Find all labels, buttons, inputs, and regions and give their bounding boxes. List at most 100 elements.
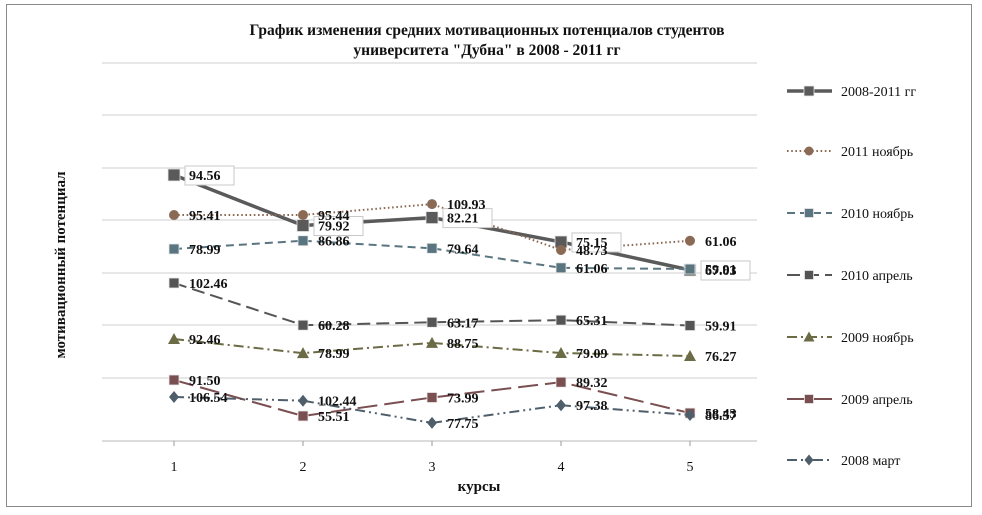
data-label: 78.99: [189, 243, 221, 258]
data-label-box: [184, 165, 235, 186]
data-point: [684, 263, 696, 275]
data-point: [298, 209, 308, 220]
data-label: 106.54: [189, 391, 228, 406]
data-label: 48.73: [576, 244, 608, 259]
legend-label: 2008-2011 гг: [841, 85, 916, 100]
series-1: [167, 168, 697, 277]
x-axis-title: курсы: [458, 479, 501, 495]
data-label: 78.99: [318, 347, 350, 362]
data-point: [804, 146, 814, 156]
series-line: [173, 396, 691, 424]
legend-label: 2011 ноябрь: [841, 145, 913, 160]
data-point: [555, 376, 567, 388]
legend-item: 2009 ноябрь: [787, 331, 914, 346]
legend-item: 2010 апрель: [787, 269, 913, 284]
data-point: [168, 333, 180, 344]
data-point: [168, 277, 180, 289]
series-layer: [167, 168, 697, 429]
x-tick-labels: 1 2 3 4 5: [171, 441, 694, 475]
data-label-box: [313, 216, 364, 237]
data-point: [298, 394, 308, 407]
data-label: 76.27: [705, 350, 737, 365]
data-point: [168, 374, 180, 386]
legend-item: 2009 апрель: [787, 393, 913, 408]
data-point: [804, 454, 814, 466]
data-label: 102.46: [189, 277, 228, 292]
data-point: [297, 410, 309, 422]
data-label: 89.32: [576, 376, 608, 391]
data-label-box: [442, 208, 493, 229]
data-point: [427, 416, 437, 429]
data-point: [426, 392, 438, 403]
data-label: 82.21: [447, 212, 479, 227]
data-label: 67.03: [705, 264, 737, 279]
x-tick-label: 2: [300, 460, 307, 475]
data-label: 91.50: [189, 374, 221, 389]
data-label-box: [571, 232, 622, 253]
chart-title-line-1: График изменения средних мотивационных п…: [249, 22, 724, 39]
legend-label: 2010 апрель: [841, 269, 913, 284]
data-label: 63.17: [447, 316, 479, 331]
data-point: [804, 208, 814, 218]
chart-title-line-2: университета "Дубна" в 2008 - 2011 гг: [353, 42, 620, 59]
data-point: [427, 199, 437, 210]
data-label: 61.06: [705, 235, 737, 250]
legend-label: 2009 апрель: [841, 393, 913, 408]
data-label: 65.31: [576, 314, 608, 329]
data-label: 97.38: [576, 399, 608, 414]
data-label: 95.44: [318, 209, 350, 224]
series-5: [168, 333, 696, 361]
data-point: [426, 242, 438, 254]
series-2: [169, 199, 695, 256]
data-label: 92.46: [189, 333, 221, 348]
series-6: [168, 374, 696, 422]
data-point: [685, 408, 695, 421]
x-tick-label: 3: [429, 460, 436, 475]
data-point: [804, 394, 814, 404]
data-label: 55.51: [318, 410, 350, 425]
chart-frame: График изменения средних мотивационных п…: [6, 4, 972, 507]
legend-label: 2008 март: [841, 454, 900, 469]
series-7: [169, 391, 695, 429]
chart: График изменения средних мотивационных п…: [53, 22, 916, 495]
legend-label: 2009 ноябрь: [841, 331, 914, 346]
data-label: 95.41: [189, 209, 221, 224]
series-line: [173, 338, 691, 357]
legend-item: 2011 ноябрь: [787, 145, 913, 160]
data-label: 79.92: [318, 220, 350, 235]
legend: 2008-2011 гг 2011 ноябрь 2010 ноябрь 2010 а…: [787, 85, 916, 469]
data-point: [167, 168, 181, 182]
legend-item: 2010 ноябрь: [787, 207, 914, 222]
data-label: 58.43: [705, 407, 737, 422]
data-label: 73.99: [447, 392, 479, 407]
x-tick-label: 1: [171, 460, 178, 475]
data-label: 77.75: [447, 417, 479, 432]
data-label-box: [700, 260, 751, 281]
data-point: [297, 347, 309, 359]
data-point: [426, 316, 438, 328]
data-point: [297, 319, 309, 331]
data-point: [169, 391, 179, 403]
data-label: 86.57: [705, 409, 737, 424]
data-point: [555, 262, 567, 274]
series-line: [173, 239, 691, 271]
x-tick-label: 4: [558, 460, 565, 475]
data-point: [297, 235, 309, 247]
data-labels-layer: 94.56 79.92 82.21 75.15 67.03 95.41 95.44 109.9…: [184, 165, 751, 432]
data-label: 88.75: [447, 337, 479, 352]
data-point: [169, 210, 179, 220]
legend-item: 2008-2011 гг: [787, 85, 916, 100]
x-tick-label: 5: [687, 460, 694, 475]
data-point: [556, 245, 566, 256]
data-label: 102.44: [318, 395, 357, 410]
legend-item: 2008 март: [787, 454, 900, 469]
data-label: 109.93: [447, 198, 486, 213]
data-point: [684, 349, 696, 361]
data-point: [684, 320, 696, 331]
series-4: [168, 277, 696, 331]
data-point: [426, 336, 438, 348]
data-point: [296, 219, 310, 232]
data-point: [425, 211, 439, 225]
data-label: 59.91: [705, 320, 737, 335]
data-label: 79.64: [447, 242, 479, 257]
